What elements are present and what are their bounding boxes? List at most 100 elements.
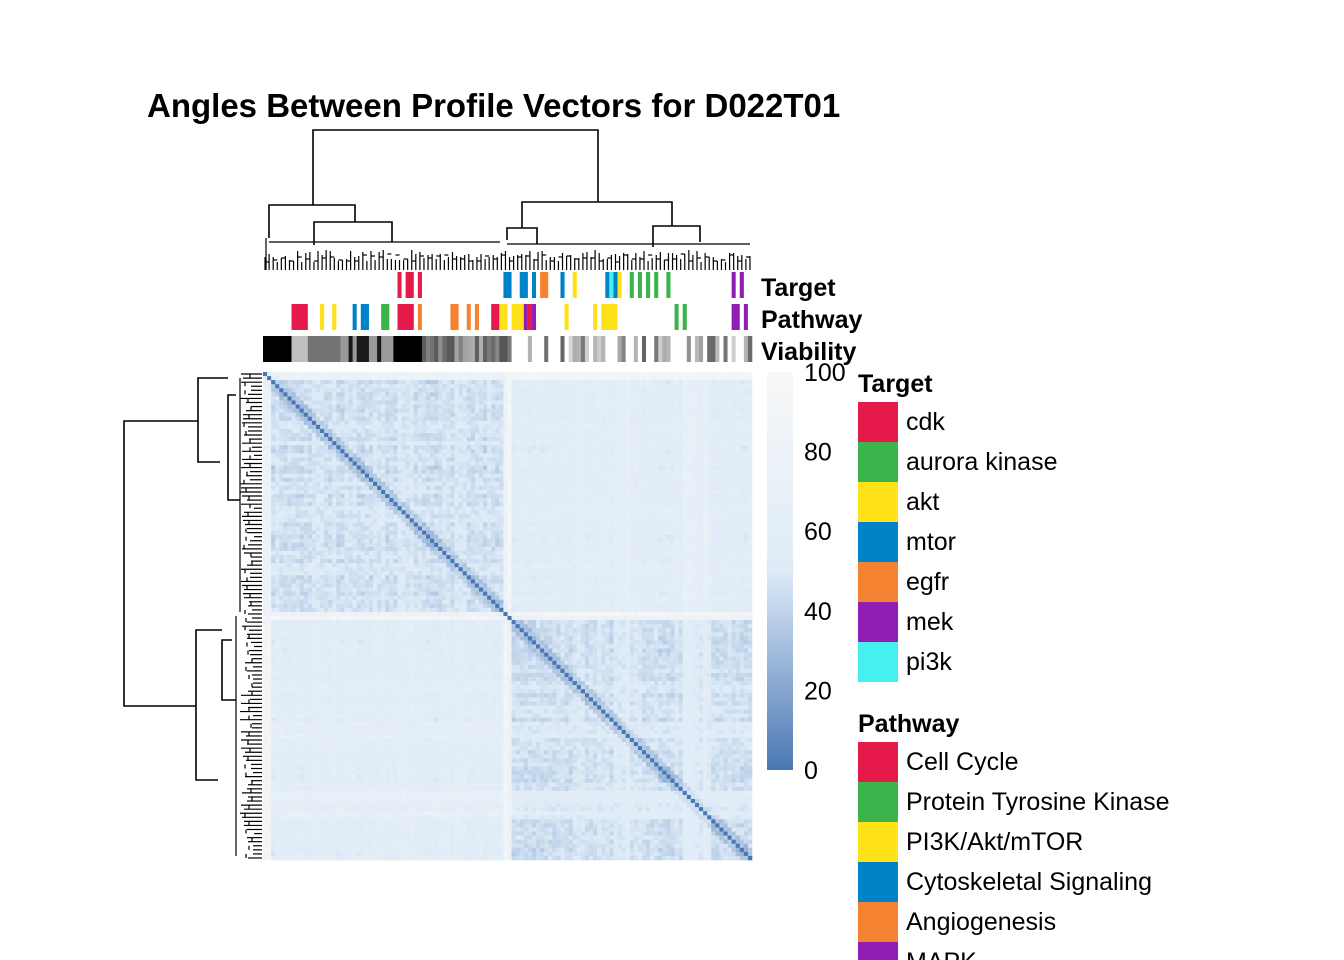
heatmap-cell <box>723 514 728 519</box>
heatmap-cell <box>703 502 708 507</box>
heatmap-cell <box>609 481 614 487</box>
heatmap-cell <box>307 473 313 479</box>
heatmap-cell <box>458 473 463 479</box>
heatmap-cell <box>340 412 345 418</box>
heatmap-cell <box>560 437 565 442</box>
heatmap-cell <box>531 388 537 393</box>
heatmap-cell <box>393 514 398 519</box>
heatmap-cell <box>417 388 423 393</box>
heatmap-cell <box>438 424 443 430</box>
heatmap-cell <box>641 376 647 381</box>
heatmap-cell <box>531 473 537 479</box>
heatmap-cell <box>311 372 317 377</box>
heatmap-cell <box>368 408 374 413</box>
heatmap-cell <box>597 498 602 503</box>
heatmap-cell <box>360 420 366 426</box>
viability-cell <box>540 336 545 362</box>
viability-cell <box>324 336 329 362</box>
heatmap-cell <box>401 428 406 434</box>
heatmap-cell <box>646 420 651 426</box>
heatmap-cell <box>682 392 688 397</box>
heatmap-cell <box>438 412 443 418</box>
dendrogram-link <box>652 225 701 247</box>
heatmap-cell <box>584 481 590 487</box>
heatmap-cell <box>487 404 492 409</box>
heatmap-cell <box>344 514 349 519</box>
heatmap-cell <box>267 510 272 515</box>
heatmap-cell <box>503 477 508 483</box>
heatmap-cell <box>674 396 679 401</box>
heatmap-cell <box>682 449 688 454</box>
heatmap-cell <box>629 416 635 422</box>
heatmap-cell <box>605 445 610 450</box>
heatmap-cell <box>324 412 329 418</box>
heatmap-cell <box>597 396 602 401</box>
heatmap-cell <box>364 510 370 515</box>
heatmap-cell <box>568 449 573 454</box>
heatmap-cell <box>527 441 533 446</box>
heatmap-cell <box>723 408 728 413</box>
heatmap-cell <box>409 437 415 442</box>
heatmap-cell <box>487 473 492 479</box>
heatmap-cell <box>605 437 610 442</box>
heatmap-cell <box>552 489 557 495</box>
heatmap-cell <box>548 424 553 430</box>
heatmap-cell <box>340 481 345 487</box>
heatmap-cell <box>315 514 321 519</box>
heatmap-cell <box>707 453 712 458</box>
heatmap-cell <box>601 424 606 430</box>
heatmap-cell <box>519 498 525 503</box>
heatmap-cell <box>417 441 423 446</box>
heatmap-cell <box>495 445 500 450</box>
heatmap-cell <box>536 433 541 438</box>
heatmap-cell <box>271 494 276 499</box>
heatmap-cell <box>633 433 639 438</box>
heatmap-cell <box>613 376 618 381</box>
heatmap-cell <box>694 494 700 499</box>
heatmap-cell <box>515 396 521 401</box>
heatmap-cell <box>625 380 631 385</box>
heatmap-cell <box>637 477 643 483</box>
heatmap-cell <box>699 388 704 393</box>
heatmap-cell <box>499 396 504 401</box>
heatmap-cell <box>401 514 406 519</box>
heatmap-cell <box>364 392 370 397</box>
heatmap-cell <box>442 376 447 381</box>
heatmap-cell <box>373 400 378 405</box>
heatmap-cell <box>328 372 333 377</box>
heatmap-cell <box>621 420 626 426</box>
heatmap-cell <box>454 424 459 430</box>
heatmap-cell <box>267 441 272 446</box>
heatmap-cell <box>291 498 296 503</box>
heatmap-cell <box>381 376 386 381</box>
viability-cell <box>580 336 586 362</box>
heatmap-cell <box>589 408 594 413</box>
heatmap-cell <box>662 473 667 479</box>
heatmap-cell <box>263 465 268 470</box>
heatmap-cell <box>291 412 296 418</box>
heatmap-cell <box>263 384 268 389</box>
heatmap-cell <box>654 400 659 405</box>
heatmap-cell <box>389 506 394 511</box>
heatmap-cell <box>715 465 720 470</box>
heatmap-cell <box>426 408 431 413</box>
viability-cell <box>356 336 362 362</box>
heatmap-cell <box>336 384 341 389</box>
heatmap-cell <box>462 408 468 413</box>
pathway-segment <box>564 304 569 330</box>
heatmap-cell <box>409 400 415 405</box>
heatmap-cell <box>731 449 736 454</box>
heatmap-cell <box>409 404 415 409</box>
heatmap-cell <box>670 428 675 434</box>
heatmap-cell <box>458 449 463 454</box>
heatmap-cell <box>287 437 292 442</box>
heatmap-cell <box>311 465 317 470</box>
heatmap-cell <box>491 485 496 491</box>
heatmap-cell <box>507 396 512 401</box>
pathway-segment <box>499 304 508 330</box>
heatmap-cell <box>430 424 435 430</box>
heatmap-cell <box>519 433 525 438</box>
heatmap-cell <box>747 498 753 503</box>
heatmap-cell <box>364 372 370 377</box>
heatmap-cell <box>311 400 317 405</box>
